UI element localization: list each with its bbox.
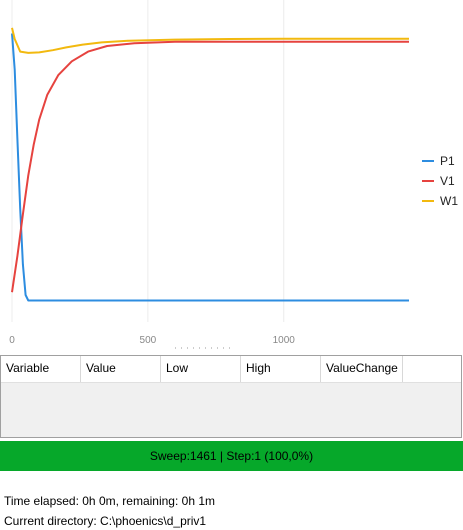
- status-text: Sweep:1461 | Step:1 (100,0%): [149, 449, 314, 463]
- status-bar: Sweep:1461 | Step:1 (100,0%): [0, 441, 463, 471]
- series-line-p1: [11, 33, 409, 302]
- current-directory-text: Current directory: C:\phoenics\d_priv1: [4, 514, 207, 528]
- chart-legend: P1 V1 W1: [422, 151, 458, 211]
- column-header-variable[interactable]: Variable: [1, 356, 81, 382]
- column-header-high[interactable]: High: [241, 356, 321, 382]
- legend-label-v1: V1: [440, 174, 455, 188]
- column-header-filler: [403, 356, 461, 382]
- legend-item-p1: P1: [422, 151, 458, 171]
- convergence-chart: 0 500 1000 P1 V1 W1: [9, 0, 458, 349]
- legend-swatch-v1: [422, 180, 434, 182]
- x-tick-label-500: 500: [140, 335, 157, 346]
- column-header-value[interactable]: Value: [81, 356, 161, 382]
- time-elapsed-text: Time elapsed: 0h 0m, remaining: 0h 1m: [4, 494, 215, 508]
- legend-swatch-w1: [422, 200, 434, 202]
- column-header-valuechange[interactable]: ValueChange: [321, 356, 403, 382]
- column-header-low[interactable]: Low: [161, 356, 241, 382]
- legend-item-w1: W1: [422, 191, 458, 211]
- x-tick-label-0: 0: [9, 335, 15, 346]
- grid-header: Variable Value Low High ValueChange: [1, 356, 461, 383]
- variable-grid[interactable]: Variable Value Low High ValueChange: [0, 355, 462, 438]
- legend-swatch-p1: [422, 160, 434, 162]
- legend-label-w1: W1: [440, 194, 458, 208]
- series-line-w1: [11, 27, 409, 54]
- series-line-v1: [11, 40, 409, 293]
- legend-item-v1: V1: [422, 171, 458, 191]
- chart-plot: 0 500 1000: [9, 0, 409, 349]
- x-tick-label-1000: 1000: [273, 335, 296, 346]
- legend-label-p1: P1: [440, 154, 455, 168]
